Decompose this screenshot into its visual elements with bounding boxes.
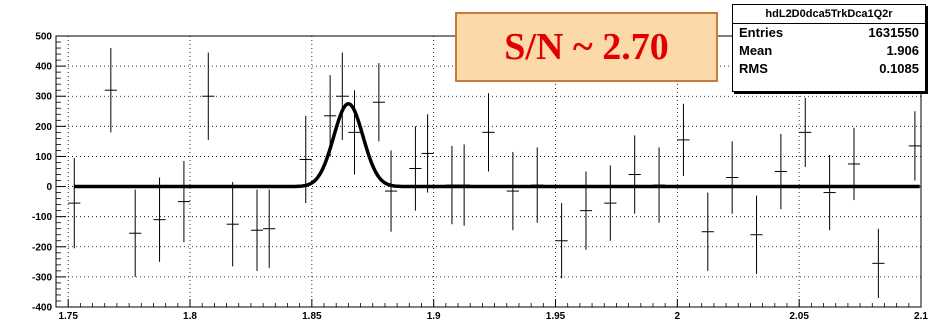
data-point <box>202 52 215 140</box>
data-point <box>372 63 385 142</box>
data-point <box>823 154 836 231</box>
stats-row-entries: Entries 1631550 <box>733 24 925 42</box>
stats-label: RMS <box>739 61 768 76</box>
gaussian-fit-curve <box>74 101 920 189</box>
stats-row-mean: Mean 1.906 <box>733 42 925 60</box>
data-point <box>299 115 312 204</box>
x-tick-label: 1.85 <box>302 311 322 322</box>
data-point <box>421 114 434 193</box>
data-point <box>555 203 568 279</box>
data-point <box>628 135 641 214</box>
data-point <box>336 52 349 140</box>
stats-title: hdL2D0dca5TrkDca1Q2r <box>733 5 925 24</box>
data-point <box>177 160 191 243</box>
data-point <box>482 93 495 172</box>
data-point <box>384 150 398 232</box>
data-point <box>726 141 739 214</box>
x-tick-label: 1.75 <box>58 311 78 322</box>
stats-box: hdL2D0dca5TrkDca1Q2r Entries 1631550 Mea… <box>732 4 926 92</box>
data-point <box>908 111 921 181</box>
y-tick-label: 300 <box>35 92 52 103</box>
stats-label: Mean <box>739 43 773 58</box>
y-tick-label: -300 <box>32 272 52 283</box>
data-point <box>701 192 714 271</box>
data-point <box>750 195 763 274</box>
data-point <box>68 157 81 249</box>
data-point <box>104 48 117 133</box>
x-tick-label: 2 <box>675 311 681 322</box>
stats-value: 1.906 <box>886 43 919 58</box>
data-point <box>250 189 264 271</box>
data-point <box>677 103 690 177</box>
data-point <box>226 182 239 267</box>
data-point <box>604 165 617 241</box>
data-point <box>506 151 519 231</box>
x-tick-label: 1.95 <box>546 311 566 322</box>
stats-label: Entries <box>739 25 784 40</box>
stats-value: 0.1085 <box>879 61 919 76</box>
x-tick-label: 1.9 <box>427 311 441 322</box>
x-tick-label: 1.8 <box>183 311 197 322</box>
data-point <box>263 189 276 268</box>
data-point <box>579 171 593 250</box>
data-point <box>409 126 422 211</box>
stats-value: 1631550 <box>868 25 919 40</box>
data-point <box>774 133 787 210</box>
x-tick-label: 2.1 <box>914 311 928 322</box>
y-tick-label: -200 <box>32 242 52 253</box>
y-tick-label: 500 <box>35 32 52 43</box>
signal-to-noise-annotation: S/N ~ 2.70 <box>455 12 718 82</box>
y-tick-label: 400 <box>35 62 52 73</box>
y-tick-label: -100 <box>32 212 52 223</box>
data-point <box>153 177 166 262</box>
y-axis: -400 -300 -200 -100 0 100 200 300 400 500 <box>32 32 66 314</box>
data-point <box>872 228 885 298</box>
x-tick-label: 2.05 <box>789 311 809 322</box>
data-point <box>129 189 142 277</box>
y-tick-label: 100 <box>35 152 52 163</box>
data-point <box>348 90 361 175</box>
y-tick-label: 200 <box>35 122 52 133</box>
data-point <box>799 97 812 167</box>
stats-row-rms: RMS 0.1085 <box>733 60 925 78</box>
signal-to-noise-text: S/N ~ 2.70 <box>504 26 669 68</box>
y-tick-label: -400 <box>32 303 52 314</box>
x-axis: 1.75 1.8 1.85 1.9 1.95 2 2.05 2.1 <box>58 299 928 322</box>
y-tick-label: 0 <box>46 182 52 193</box>
